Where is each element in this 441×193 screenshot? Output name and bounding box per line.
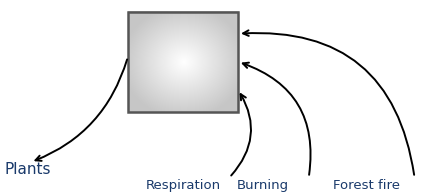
Text: Respiration: Respiration bbox=[146, 179, 220, 191]
Bar bbox=[128, 12, 238, 112]
Text: Plants: Plants bbox=[4, 162, 51, 177]
Text: Forest fire: Forest fire bbox=[333, 179, 400, 191]
Text: Burning: Burning bbox=[236, 179, 288, 191]
